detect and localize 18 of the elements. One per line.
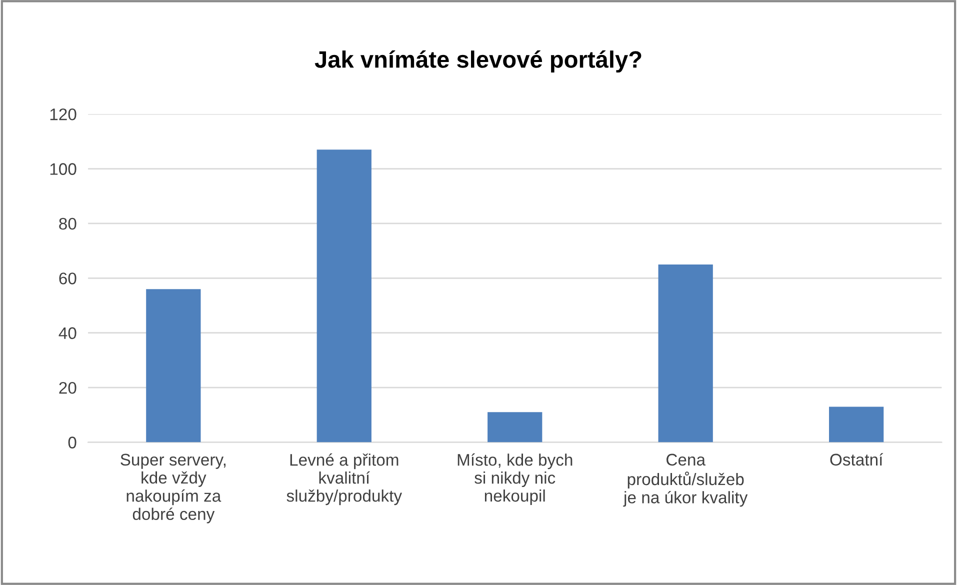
y-tick-label: 120 — [50, 108, 76, 120]
y-tick-label: 60 — [59, 272, 76, 284]
x-tick-label: Levné a přitom kvalitní služby/produkty — [286, 453, 402, 506]
y-tick-label: 20 — [59, 382, 76, 394]
bar — [488, 412, 542, 442]
bar — [146, 289, 201, 442]
chart-title: Jak vnímáte slevové portály? — [314, 50, 642, 73]
x-tick-label: Super servery, kde vždy nakoupím za dobré ceny — [120, 454, 226, 524]
y-tick-label: 80 — [59, 218, 76, 230]
bar — [658, 264, 713, 442]
y-tick-label: 100 — [50, 163, 76, 175]
bar — [316, 150, 372, 442]
y-tick-label: 0 — [68, 436, 76, 448]
y-tick-label: 40 — [58, 327, 76, 340]
x-tick-label: Ostatní — [830, 453, 884, 466]
x-tick-label: Cena produktů/služeb je na úkor kvality — [623, 454, 748, 507]
x-tick-label: Místo, kde bych si nikdy nic nekoupil — [458, 453, 572, 506]
bar — [829, 406, 884, 442]
